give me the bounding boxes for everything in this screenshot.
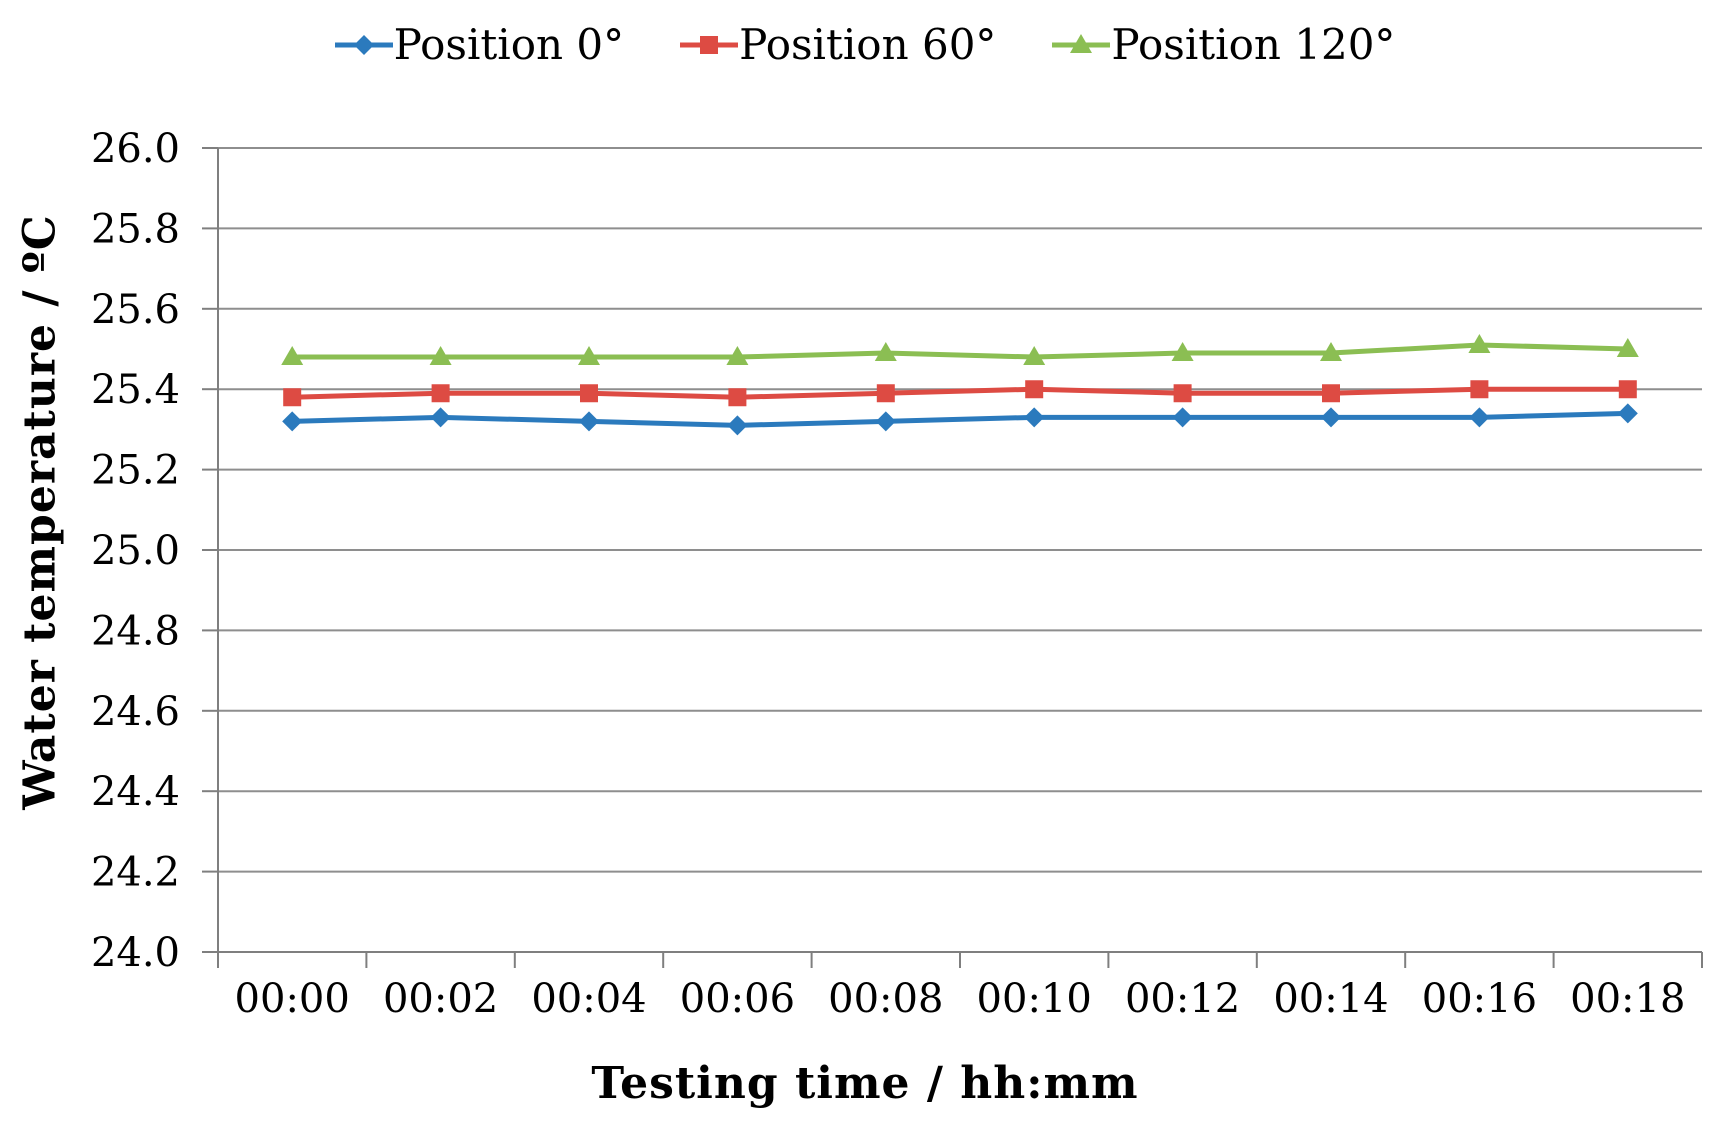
- x-axis-title: Testing time / hh:mm: [591, 1058, 1139, 1109]
- legend: Position 0° Position 60° Position 120°: [0, 24, 1730, 66]
- data-point-marker: [281, 346, 304, 366]
- data-point-marker: [727, 415, 748, 436]
- x-tick-label: 00:14: [1273, 976, 1388, 1022]
- data-point-marker: [282, 411, 303, 432]
- data-point-marker: [579, 411, 599, 432]
- x-tick-label: 00:12: [1125, 976, 1240, 1022]
- square-icon: [700, 36, 719, 54]
- x-tick-label: 00:16: [1422, 976, 1537, 1022]
- data-point-marker: [1322, 384, 1340, 403]
- data-point-marker: [1172, 407, 1193, 428]
- legend-label: Position 120°: [1111, 20, 1396, 69]
- y-tick-label: 24.8: [91, 608, 180, 654]
- y-tick-label: 25.2: [91, 448, 180, 494]
- series-line: [292, 410, 1628, 428]
- data-point-marker: [1024, 407, 1045, 428]
- series-line: [292, 386, 1628, 400]
- x-tick-label: 00:04: [531, 976, 646, 1022]
- data-point-marker: [1023, 346, 1046, 366]
- x-tick-label: 00:06: [680, 976, 795, 1022]
- data-point-marker: [874, 342, 897, 362]
- y-tick-label: 26.0: [91, 126, 180, 172]
- data-point-marker: [1025, 380, 1044, 399]
- y-axis-title: Water temperature / ºC: [14, 214, 66, 810]
- data-point-marker: [1616, 338, 1639, 357]
- diamond-marker-icon: [334, 35, 393, 55]
- data-point-marker: [728, 388, 747, 407]
- legend-item-position-120: Position 120°: [1052, 24, 1395, 66]
- data-point-marker: [1320, 342, 1342, 362]
- y-tick-label: 25.8: [91, 206, 180, 252]
- legend-item-position-60: Position 60°: [680, 24, 996, 66]
- legend-label: Position 0°: [393, 20, 625, 69]
- diamond-icon: [353, 35, 374, 55]
- data-point-marker: [580, 384, 598, 403]
- legend-item-position-0: Position 0°: [334, 20, 625, 69]
- x-tick-label: 00:00: [235, 976, 350, 1022]
- x-tick-label: 00:10: [977, 976, 1092, 1022]
- data-point-marker: [875, 411, 896, 432]
- y-tick-label: 24.6: [91, 689, 180, 735]
- y-tick-label: 25.0: [91, 528, 180, 574]
- data-point-marker: [876, 384, 895, 403]
- x-tick-label: 00:02: [383, 976, 498, 1022]
- x-tick-label: 00:08: [828, 976, 943, 1022]
- triangle-icon: [1070, 34, 1093, 53]
- data-point-marker: [1171, 342, 1194, 362]
- data-point-marker: [578, 346, 600, 366]
- y-tick-label: 24.2: [91, 850, 180, 896]
- x-tick-label: 00:18: [1570, 976, 1685, 1022]
- series-line: [292, 342, 1628, 360]
- data-point-marker: [1618, 380, 1637, 399]
- data-point-marker: [1173, 384, 1192, 403]
- y-tick-label: 24.4: [91, 769, 180, 815]
- y-tick-label: 25.6: [91, 287, 180, 333]
- data-point-marker: [1468, 333, 1491, 353]
- y-tick-label: 24.0: [91, 930, 180, 976]
- data-point-marker: [1469, 407, 1490, 428]
- data-point-marker: [1617, 403, 1638, 424]
- data-point-marker: [726, 346, 749, 366]
- data-point-marker: [283, 388, 302, 407]
- square-marker-icon: [680, 36, 739, 54]
- data-point-marker: [1321, 407, 1341, 428]
- data-point-marker: [430, 407, 451, 428]
- data-point-marker: [431, 384, 450, 403]
- data-point-marker: [429, 346, 452, 366]
- y-tick-label: 25.4: [91, 367, 180, 413]
- data-point-marker: [1470, 380, 1489, 399]
- legend-label: Position 60°: [739, 20, 997, 69]
- triangle-marker-icon: [1052, 34, 1111, 53]
